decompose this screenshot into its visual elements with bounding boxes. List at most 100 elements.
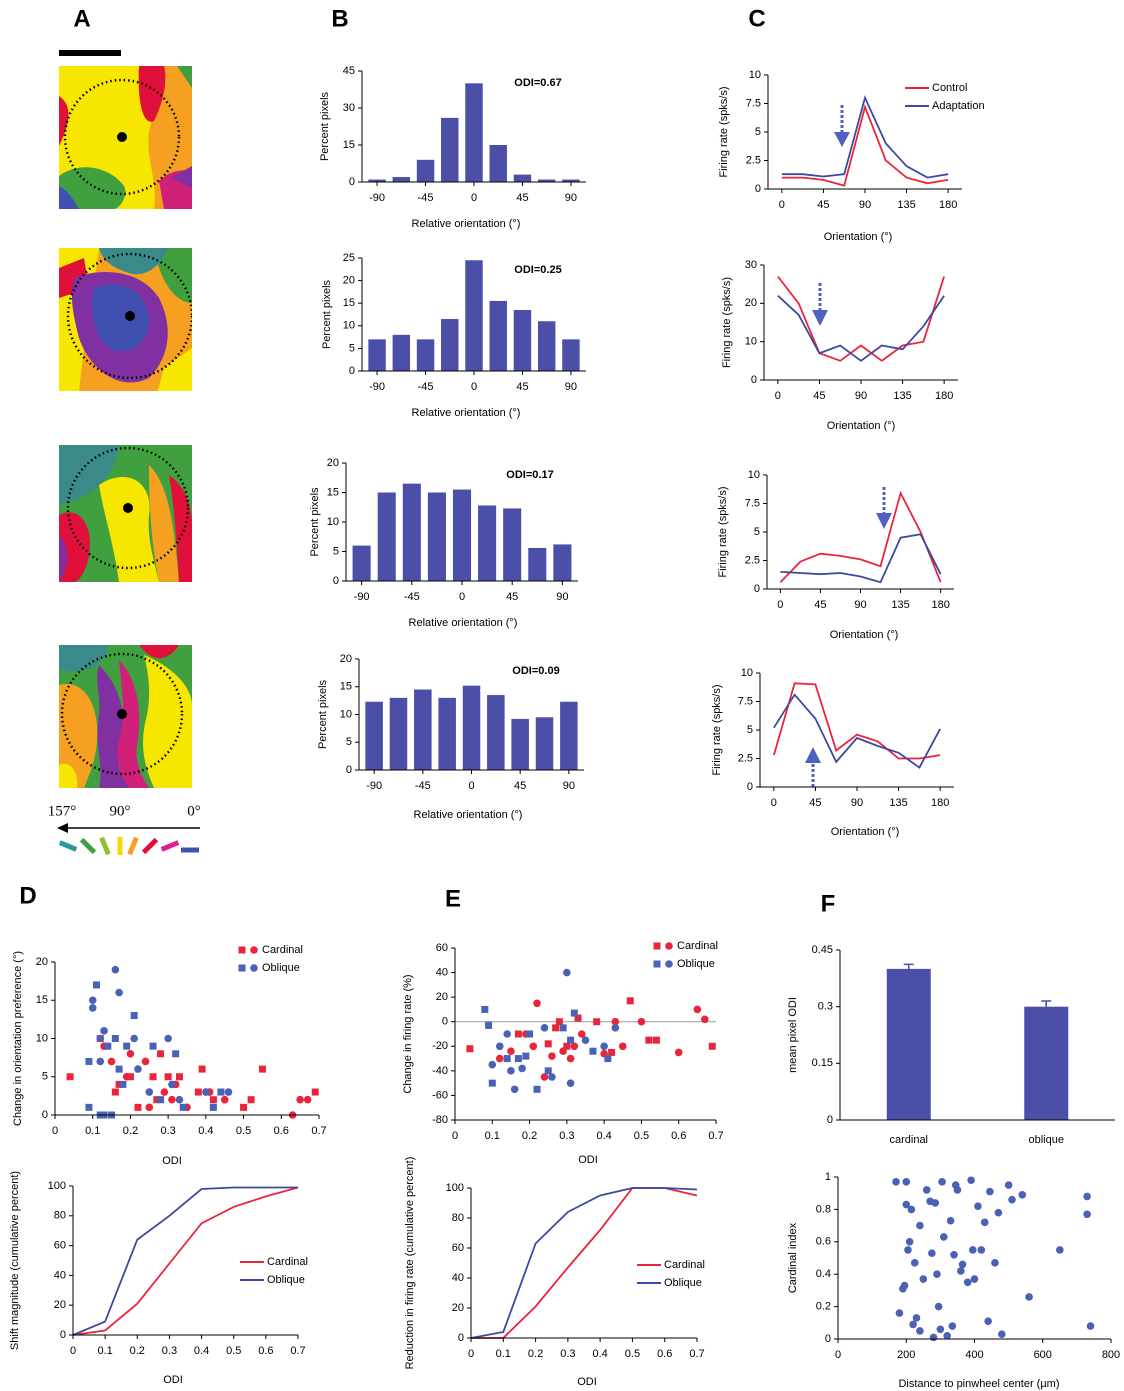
x-tick-label: 0 — [52, 1125, 58, 1137]
scatter-point — [638, 1018, 646, 1026]
y-tick-label: 10 — [749, 69, 761, 81]
x-tick-label: 0.4 — [592, 1348, 607, 1360]
scatter-point — [225, 1088, 233, 1096]
scatter-point — [552, 1024, 559, 1031]
x-tick-label: 45 — [817, 199, 829, 211]
x-tick-label: -45 — [415, 780, 431, 792]
series-line — [73, 1188, 298, 1336]
y-tick-label: 0 — [751, 374, 757, 386]
x-tick-label: -90 — [354, 591, 370, 603]
x-tick-label: 0.7 — [708, 1130, 723, 1142]
legend-label: Control — [932, 82, 967, 94]
y-tick-label: 5 — [333, 545, 339, 557]
scatter-point — [612, 1024, 620, 1032]
x-axis-label: ODI — [163, 1374, 183, 1386]
y-tick-label: 20 — [327, 457, 339, 469]
x-axis-label: Orientation (°) — [827, 420, 896, 432]
scatter-point — [1087, 1322, 1095, 1330]
panel-label: F — [821, 890, 836, 917]
scatter-point — [1056, 1246, 1064, 1254]
y-tick-label: 60 — [452, 1242, 464, 1254]
x-tick-label: -90 — [369, 192, 385, 204]
x-axis-label: ODI — [162, 1155, 182, 1167]
x-tick-label: 0.2 — [522, 1130, 537, 1142]
scatter-point — [180, 1104, 187, 1111]
y-axis-label: Reduction in firing rate (cumulative per… — [404, 1157, 416, 1370]
y-tick-label: 0.6 — [816, 1236, 831, 1248]
scatter-point — [221, 1096, 229, 1104]
scatter-point — [93, 981, 100, 988]
scatter-point — [701, 1015, 709, 1023]
x-tick-label: 135 — [893, 390, 911, 402]
x-tick-label: 45 — [506, 591, 518, 603]
scatter-point — [567, 1037, 574, 1044]
bar — [503, 508, 521, 581]
y-tick-label: 5 — [755, 126, 761, 138]
x-tick-label: 0.1 — [97, 1345, 112, 1357]
x-tick-label: 0.4 — [596, 1130, 611, 1142]
scatter-point — [937, 1325, 945, 1333]
y-tick-label: 10 — [36, 1032, 48, 1044]
scatter-point — [947, 1217, 955, 1225]
y-tick-label: 0 — [349, 365, 355, 377]
scatter-point — [96, 1035, 104, 1043]
scatter-point — [567, 1055, 575, 1063]
scatter-point — [901, 1282, 909, 1290]
x-tick-label: 0 — [468, 780, 474, 792]
scatter-point — [116, 1066, 123, 1073]
x-tick-label: 0 — [459, 591, 465, 603]
y-tick-label: 0.45 — [812, 944, 833, 956]
scatter-point — [604, 1055, 611, 1062]
x-tick-label: 0.5 — [634, 1130, 649, 1142]
y-tick-label: 0 — [42, 1109, 48, 1121]
scatter-point — [908, 1206, 916, 1214]
scatter-point — [600, 1042, 608, 1050]
y-tick-label: 0 — [755, 183, 761, 195]
scatter-point — [709, 1043, 716, 1050]
scale-bar — [59, 50, 121, 56]
bar — [368, 339, 385, 371]
bar — [438, 698, 456, 770]
x-tick-label: 0.3 — [559, 1130, 574, 1142]
scatter-point — [627, 997, 634, 1004]
x-tick-label: 0.6 — [274, 1125, 289, 1137]
y-axis-label: Percent pixels — [321, 279, 333, 349]
legend-marker — [239, 947, 246, 954]
scatter-point — [165, 1073, 172, 1080]
scatter-point — [589, 1048, 596, 1055]
y-tick-label: 40 — [452, 1272, 464, 1284]
bar — [441, 118, 458, 182]
y-tick-label: 20 — [452, 1302, 464, 1314]
x-tick-label: 0.7 — [689, 1348, 704, 1360]
y-tick-label: 7.5 — [746, 97, 761, 109]
scatter-point — [964, 1279, 972, 1287]
x-tick-label: 180 — [931, 797, 949, 809]
x-tick-label: 400 — [965, 1349, 983, 1361]
y-tick-label: 0.15 — [812, 1057, 833, 1069]
scatter-point — [909, 1321, 917, 1329]
y-tick-label: 0 — [333, 575, 339, 587]
scatter-point — [485, 1022, 492, 1029]
scatter-point — [928, 1249, 936, 1257]
scatter-point — [935, 1303, 943, 1311]
scatter-point — [123, 1043, 130, 1050]
scatter-point — [974, 1202, 982, 1210]
scatter-point — [619, 1042, 627, 1050]
scatter-point — [978, 1246, 986, 1254]
y-tick-label: 0.2 — [816, 1301, 831, 1313]
y-tick-label: -20 — [432, 1040, 448, 1052]
scatter-point — [949, 1322, 957, 1330]
scatter-point — [526, 1031, 533, 1038]
legend-marker — [250, 964, 258, 972]
scatter-point — [507, 1047, 515, 1055]
y-tick-label: 2.5 — [745, 554, 760, 566]
x-tick-label: -45 — [404, 591, 420, 603]
legend-label: Adaptation — [932, 100, 985, 112]
scatter-point — [112, 1089, 119, 1096]
x-tick-label: -45 — [418, 192, 434, 204]
y-tick-label: 15 — [36, 994, 48, 1006]
scatter-point — [533, 999, 541, 1007]
scatter-point — [157, 1050, 164, 1057]
scatter-point — [694, 1006, 702, 1014]
y-tick-label: 15 — [343, 139, 355, 151]
